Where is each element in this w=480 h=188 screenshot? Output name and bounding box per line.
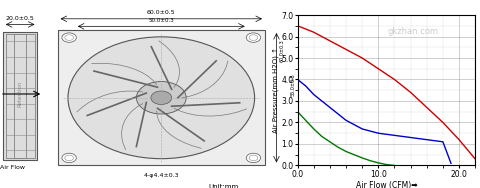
Text: Unit:mm: Unit:mm	[208, 184, 239, 188]
Bar	[6, 34, 35, 158]
Circle shape	[62, 33, 76, 42]
Text: gkzhan.com: gkzhan.com	[387, 27, 439, 36]
Text: 60.0±0.3: 60.0±0.3	[279, 39, 284, 62]
Bar	[58, 30, 265, 165]
Bar	[6, 34, 35, 158]
Bar	[3, 32, 37, 160]
Circle shape	[136, 82, 186, 114]
Bar	[14, 34, 26, 158]
X-axis label: Air Flow (CFM)➡: Air Flow (CFM)➡	[356, 181, 417, 188]
Circle shape	[246, 153, 261, 163]
Circle shape	[62, 153, 76, 163]
Circle shape	[151, 91, 172, 105]
Y-axis label: Air Pressure(mm H2O) ↑: Air Pressure(mm H2O) ↑	[272, 47, 278, 133]
Text: 4-φ4.4±0.3: 4-φ4.4±0.3	[144, 173, 179, 178]
Text: 55.0±0.5: 55.0±0.5	[291, 73, 296, 96]
Text: 50.0±0.3: 50.0±0.3	[148, 17, 174, 23]
Circle shape	[68, 37, 254, 159]
Text: Air Flow: Air Flow	[0, 165, 25, 170]
Bar	[14, 34, 26, 158]
Text: 50.0±0.5: 50.0±0.5	[302, 107, 307, 130]
Text: 60.0±0.5: 60.0±0.5	[147, 10, 176, 15]
Circle shape	[246, 33, 261, 42]
Text: Retention: Retention	[18, 81, 23, 107]
Text: 20.0±0.5: 20.0±0.5	[6, 16, 35, 21]
